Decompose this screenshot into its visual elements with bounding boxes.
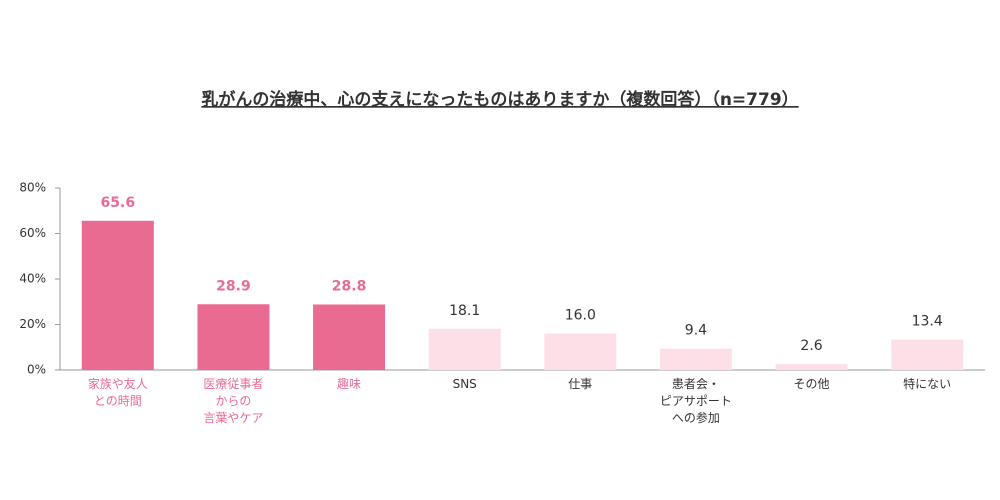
bar xyxy=(428,328,501,370)
value-label: 28.8 xyxy=(332,278,367,294)
value-label: 28.9 xyxy=(216,278,251,294)
x-tick-label: 家族や友人 との時間 xyxy=(87,377,148,408)
y-tick-label: 80% xyxy=(19,181,46,195)
x-tick-label: 仕事 xyxy=(568,377,593,391)
bar xyxy=(659,348,732,370)
value-label: 18.1 xyxy=(449,303,480,319)
bar xyxy=(313,304,386,370)
value-label: 2.6 xyxy=(800,338,822,354)
x-tick-label: その他 xyxy=(793,377,830,391)
y-tick-label: 20% xyxy=(19,317,46,331)
value-label: 9.4 xyxy=(685,323,707,339)
bar xyxy=(775,364,848,370)
value-label: 16.0 xyxy=(565,308,596,324)
value-label: 13.4 xyxy=(912,314,943,330)
x-tick-label: 特にない xyxy=(903,377,952,391)
y-tick-label: 40% xyxy=(19,272,46,286)
value-label: 65.6 xyxy=(101,195,136,211)
bar xyxy=(81,220,154,370)
bar xyxy=(891,339,964,370)
x-tick-label: SNS xyxy=(452,377,477,391)
x-tick-label: 患者会・ ピアサポート への参加 xyxy=(659,377,732,425)
x-tick-label: 趣味 xyxy=(337,377,362,391)
bar xyxy=(197,304,270,370)
y-tick-label: 0% xyxy=(27,363,46,377)
x-tick-label: 医療従事者 からの 言葉やケア xyxy=(203,377,264,425)
bar xyxy=(544,333,617,370)
chart-title: 乳がんの治療中、心の支えになったものはありますか（複数回答）（n=779） xyxy=(201,89,798,110)
y-tick-label: 60% xyxy=(19,226,46,240)
